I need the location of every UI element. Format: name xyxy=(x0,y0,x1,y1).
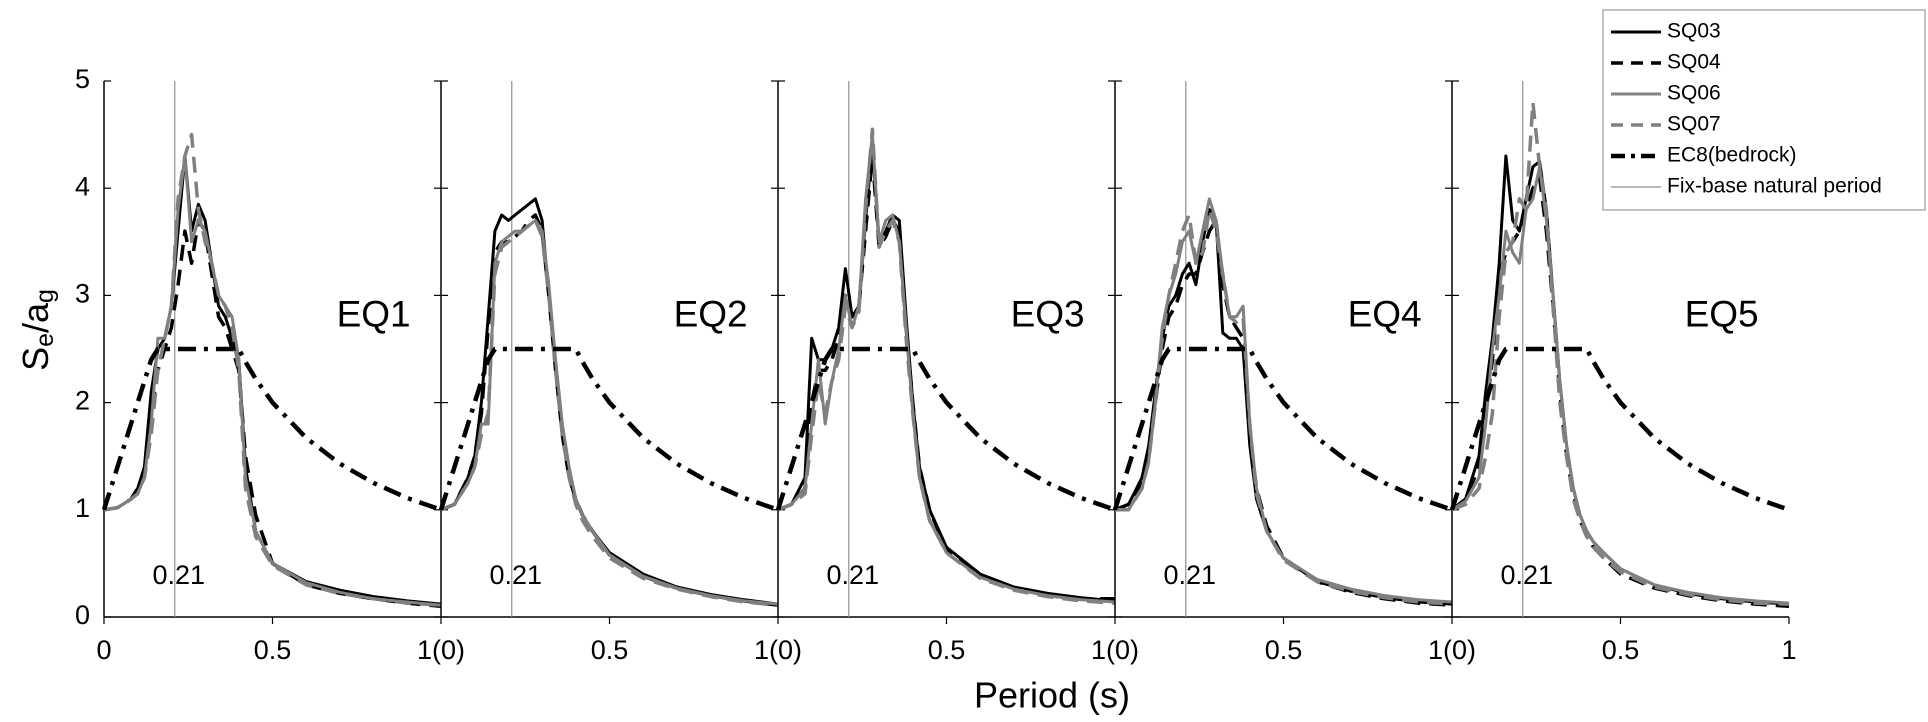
series-line xyxy=(1449,346,1790,512)
legend-label: Fix-base natural period xyxy=(1667,175,1882,198)
natural-period-label: 0.21 xyxy=(152,560,205,590)
natural-period-label: 0.21 xyxy=(1500,560,1553,590)
series-line xyxy=(777,127,1116,605)
y-axis-label: Se/ag xyxy=(15,289,59,371)
x-tick-label: 1 xyxy=(1781,635,1796,665)
natural-period-label: 0.21 xyxy=(826,560,879,590)
legend-label: EC8(bedrock) xyxy=(1667,144,1797,167)
x-tick-label: 1(0) xyxy=(417,635,465,665)
y-tick-label: 0 xyxy=(75,600,90,630)
panel-title: EQ2 xyxy=(674,294,748,335)
natural-period-label: 0.21 xyxy=(489,560,542,590)
series-line xyxy=(1451,100,1790,606)
series-line xyxy=(103,132,442,607)
series-line xyxy=(438,346,779,512)
x-tick-label: 0.5 xyxy=(254,635,292,665)
x-tick-label: 1(0) xyxy=(1091,635,1139,665)
x-tick-label: 0.5 xyxy=(928,635,966,665)
series-line xyxy=(1451,165,1790,605)
panel-title: EQ1 xyxy=(337,294,411,335)
legend-label: SQ03 xyxy=(1667,20,1721,43)
x-tick-label: 0.5 xyxy=(1265,635,1303,665)
panel-title: EQ4 xyxy=(1348,294,1422,335)
legend-label: SQ04 xyxy=(1667,51,1721,74)
x-tick-label: 0.5 xyxy=(591,635,629,665)
x-tick-label: 1(0) xyxy=(754,635,802,665)
series-line xyxy=(101,346,442,512)
legend-box xyxy=(1602,9,1926,211)
natural-period-label: 0.21 xyxy=(1163,560,1216,590)
x-tick-label: 1(0) xyxy=(1428,635,1476,665)
series-line xyxy=(103,154,442,607)
y-tick-label: 3 xyxy=(75,279,90,309)
x-tick-label: 0 xyxy=(96,635,111,665)
y-tick-label: 5 xyxy=(75,64,90,94)
panel-title: EQ3 xyxy=(1011,294,1085,335)
y-tick-label: 4 xyxy=(75,171,90,201)
legend-label: SQ07 xyxy=(1667,113,1721,136)
x-tick-label: 0.5 xyxy=(1602,635,1640,665)
legend-label: SQ06 xyxy=(1667,82,1721,105)
series-line xyxy=(1112,346,1453,512)
y-tick-label: 1 xyxy=(75,493,90,523)
series-line xyxy=(775,346,1116,512)
y-tick-label: 2 xyxy=(75,386,90,416)
x-axis-label: Period (s) xyxy=(974,675,1130,716)
series-line xyxy=(440,218,779,607)
panel-title: EQ5 xyxy=(1685,294,1759,335)
